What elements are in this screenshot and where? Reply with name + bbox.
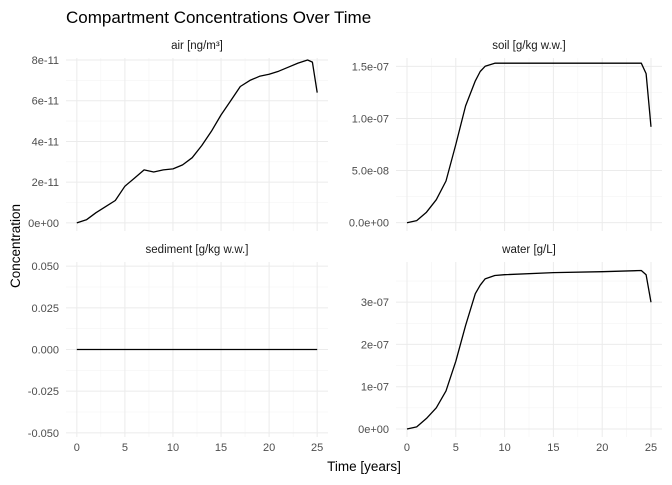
y-tick-label: 4e-11: [32, 136, 59, 148]
facet-label-air: air [ng/m³]: [171, 40, 223, 52]
x-tick-label: 10: [167, 442, 179, 454]
y-tick-label: 0.025: [31, 303, 59, 315]
x-tick-label: 0: [404, 442, 410, 454]
y-tick-label: 1.0e-07: [352, 113, 389, 125]
chart-title: Compartment Concentrations Over Time: [66, 8, 371, 27]
y-tick-label: 6e-11: [32, 96, 59, 108]
panel-air: air [ng/m³] 0e+00 2e-11 4e-11 6e-11 8e-11: [28, 40, 328, 231]
y-axis-title: Concentration: [8, 204, 23, 288]
facet-label-water: water [g/L]: [501, 244, 556, 256]
x-tick-label: 25: [645, 442, 657, 454]
x-tick-label: 25: [311, 442, 323, 454]
x-tick-label: 20: [596, 442, 608, 454]
x-tick-label: 5: [453, 442, 459, 454]
y-tick-label: 8e-11: [32, 55, 59, 67]
series-line-air: [76, 59, 318, 224]
x-tick-label: 20: [263, 442, 275, 454]
panel-soil: soil [g/kg w.w.] 0.0e+00 5.0e-08 1.0e-07 1.5…: [349, 40, 662, 231]
x-tick-label: 15: [215, 442, 227, 454]
y-tick-label: 1e-07: [361, 382, 389, 394]
panel-sediment: sediment [g/kg w.w.] -0.050 -0.025 0.000 0.0…: [28, 244, 328, 454]
y-tick-label: 3e-07: [361, 297, 389, 309]
y-tick-label: -0.050: [28, 428, 59, 440]
y-tick-label: 0e+00: [28, 218, 59, 230]
y-tick-label: -0.025: [28, 386, 59, 398]
x-axis-title: Time [years]: [327, 459, 401, 474]
x-tick-label: 5: [122, 442, 128, 454]
facet-label-sediment: sediment [g/kg w.w.]: [146, 244, 249, 256]
y-tick-label: 2e-07: [361, 339, 389, 351]
x-tick-label: 0: [74, 442, 80, 454]
y-tick-label: 0.0e+00: [349, 218, 389, 230]
y-tick-label: 0e+00: [358, 424, 389, 436]
y-tick-label: 0.000: [31, 345, 59, 357]
series-line-soil: [406, 62, 652, 224]
y-tick-label: 5.0e-08: [352, 166, 389, 178]
x-tick-label: 10: [498, 442, 510, 454]
y-tick-label: 0.050: [31, 261, 59, 273]
facet-panels: air [ng/m³] 0e+00 2e-11 4e-11 6e-11 8e-11 soil…: [28, 40, 662, 454]
panel-water: water [g/L] 0e+00 1e-07 2e-07 3e-07 0 5 10 15 20 2…: [358, 244, 662, 454]
series-line-water: [406, 269, 652, 430]
x-tick-label: 15: [547, 442, 559, 454]
y-tick-label: 1.5e-07: [352, 61, 389, 73]
facet-label-soil: soil [g/kg w.w.]: [492, 40, 566, 52]
y-tick-label: 2e-11: [32, 177, 59, 189]
